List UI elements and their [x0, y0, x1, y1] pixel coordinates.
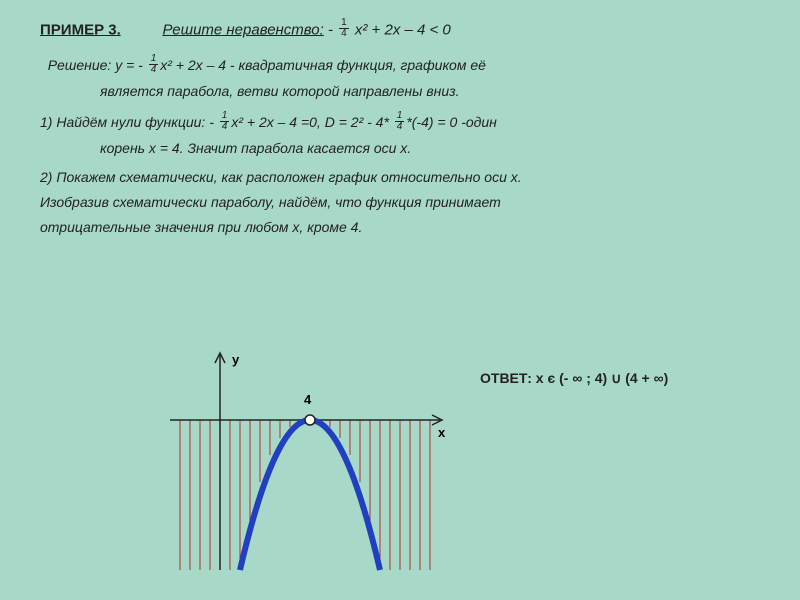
- root-marker-icon: [305, 415, 315, 425]
- inequality-lhs: -: [328, 21, 337, 38]
- fraction: 14: [149, 54, 159, 75]
- solution-mid: х² + 2х – 4 - квадратичная функция, граф…: [160, 57, 486, 73]
- fraction: 14: [339, 18, 349, 39]
- parabola-curve: [240, 420, 380, 570]
- inequality-rhs: х² + 2х – 4 < 0: [355, 21, 451, 38]
- solution-line1: Решение: у = - 14х² + 2х – 4 - квадратич…: [40, 55, 760, 77]
- graph: [170, 350, 450, 580]
- step1-prefix: 1) Найдём нули функции: -: [40, 114, 218, 130]
- graph-svg: [170, 350, 450, 580]
- title-line: ПРИМЕР 3. Решите неравенство: - 14 х² + …: [40, 20, 760, 41]
- step1-line2: корень х = 4. Значит парабола касается о…: [40, 138, 760, 159]
- fraction: 14: [220, 111, 230, 132]
- fraction: 14: [395, 111, 405, 132]
- step2-line1: 2) Покажем схематически, как расположен …: [40, 167, 760, 188]
- task-label: Решите неравенство:: [162, 21, 323, 38]
- step1-mid1: х² + 2х – 4 =0, D = 2² - 4*: [231, 114, 392, 130]
- answer-text: ОТВЕТ: х є (- ∞ ; 4) ∪ (4 + ∞): [480, 370, 668, 387]
- step2-line3: отрицательные значения при любом х, кром…: [40, 217, 760, 238]
- solution-prefix: Решение: у = -: [48, 57, 147, 73]
- example-label: ПРИМЕР 3.: [40, 21, 121, 38]
- step1-mid2: *(-4) = 0 -один: [406, 114, 497, 130]
- step2-line2: Изобразив схематически параболу, найдём,…: [40, 192, 760, 213]
- solution-line2: является парабола, ветви которой направл…: [40, 81, 760, 102]
- step1-line1: 1) Найдём нули функции: - 14х² + 2х – 4 …: [40, 112, 760, 134]
